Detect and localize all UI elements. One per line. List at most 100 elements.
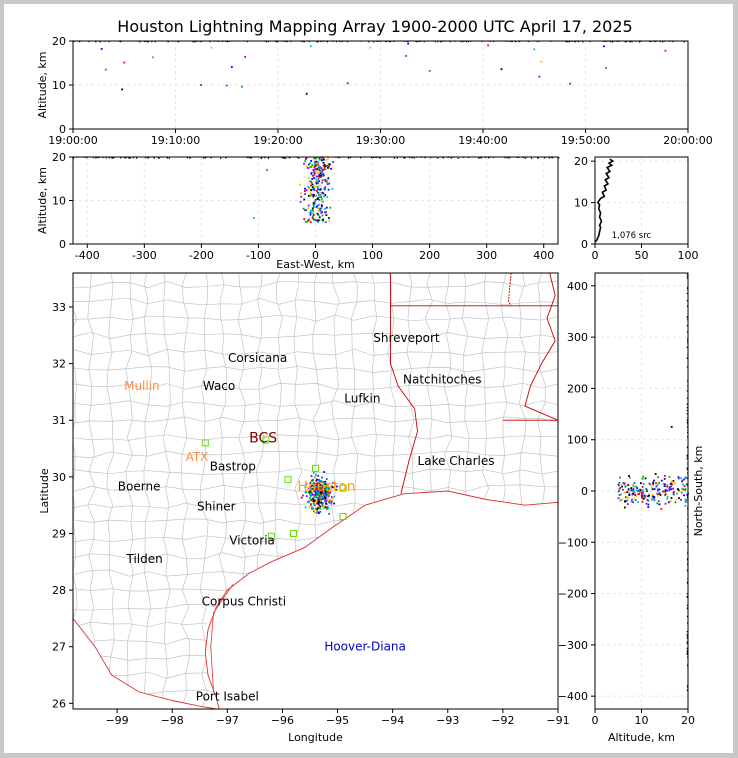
source-point [632,488,635,491]
source-point [666,484,669,487]
city-label: ATX [186,450,209,464]
source-point [686,458,688,460]
source-point [624,500,626,503]
source-point [86,156,88,159]
city-label: Mullin [124,379,160,393]
source-point [315,182,318,185]
source-point [319,172,322,175]
source-point [315,487,318,490]
city-label: Shiner [197,499,236,513]
source-point [313,188,316,190]
source-point [304,486,307,489]
source-point [674,482,676,484]
source-point [646,495,649,498]
source-point [318,198,321,201]
y-tick-label: −200 [558,588,588,601]
source-point [653,499,656,502]
x-tick-label: −94 [381,714,404,727]
source-point [324,168,327,171]
source-point [310,180,313,183]
source-point [686,641,688,643]
source-point [678,489,680,492]
source-point [416,41,418,43]
source-point [316,207,319,209]
y-axis-label: Altitude, km [36,51,49,118]
source-point [683,494,685,497]
source-point [684,498,687,501]
y-tick-label: 0 [581,238,588,251]
source-point [311,485,314,487]
county-boundary [162,273,171,709]
source-point [311,486,314,489]
county-boundary [181,273,190,709]
source-point [310,209,312,212]
source-point [624,492,627,494]
source-point [333,495,336,498]
source-point [686,357,688,359]
source-point [166,157,168,159]
source-point [320,198,323,201]
source-point [652,483,655,486]
source-point [306,207,309,210]
source-point [641,477,644,480]
x-tick-label: 19:40:00 [458,134,507,147]
source-point [310,489,313,492]
source-point [656,489,659,492]
border-line [73,618,217,709]
source-point [540,60,543,63]
source-point [324,483,327,486]
source-point [225,84,228,87]
source-point [311,506,314,509]
county-boundary [73,280,558,289]
source-point [623,491,626,494]
source-point [319,480,322,483]
source-point [316,41,318,43]
city-label: Lake Charles [418,454,495,468]
source-point [313,206,315,208]
county-boundary [73,365,558,373]
source-point [111,157,114,159]
source-point [324,194,327,197]
source-point [322,200,325,203]
source-point [467,40,469,43]
source-point [318,490,321,493]
source-point [328,512,330,515]
source-point [686,292,688,295]
source-point [663,485,666,488]
county-boundary [73,400,558,407]
lma-station-marker [289,529,297,537]
source-point [683,478,686,480]
source-point [683,485,686,488]
source-point [686,581,688,583]
source-point [313,157,316,160]
source-point [315,479,318,482]
source-point [318,507,321,510]
source-point [632,484,634,487]
source-point [316,496,318,499]
source-point [315,482,318,485]
source-point [621,485,624,488]
source-point [622,488,624,491]
source-point [324,165,327,168]
source-point [323,497,326,499]
source-point [303,218,306,220]
source-point [313,495,316,498]
source-point [669,499,672,502]
source-point [305,483,308,485]
source-point [524,157,526,159]
source-point [325,211,327,214]
x-tick-label: −97 [216,714,239,727]
source-point [346,82,349,85]
source-point [643,494,646,497]
source-point [320,167,323,170]
source-point [327,490,329,493]
figure-title: Houston Lightning Mapping Array 1900-200… [117,17,633,36]
source-point [311,194,314,197]
source-point [309,192,312,195]
source-point [686,652,688,655]
source-point [313,490,316,493]
source-point [324,221,327,224]
source-point [637,501,639,503]
source-point [652,481,655,484]
source-point [322,161,325,164]
